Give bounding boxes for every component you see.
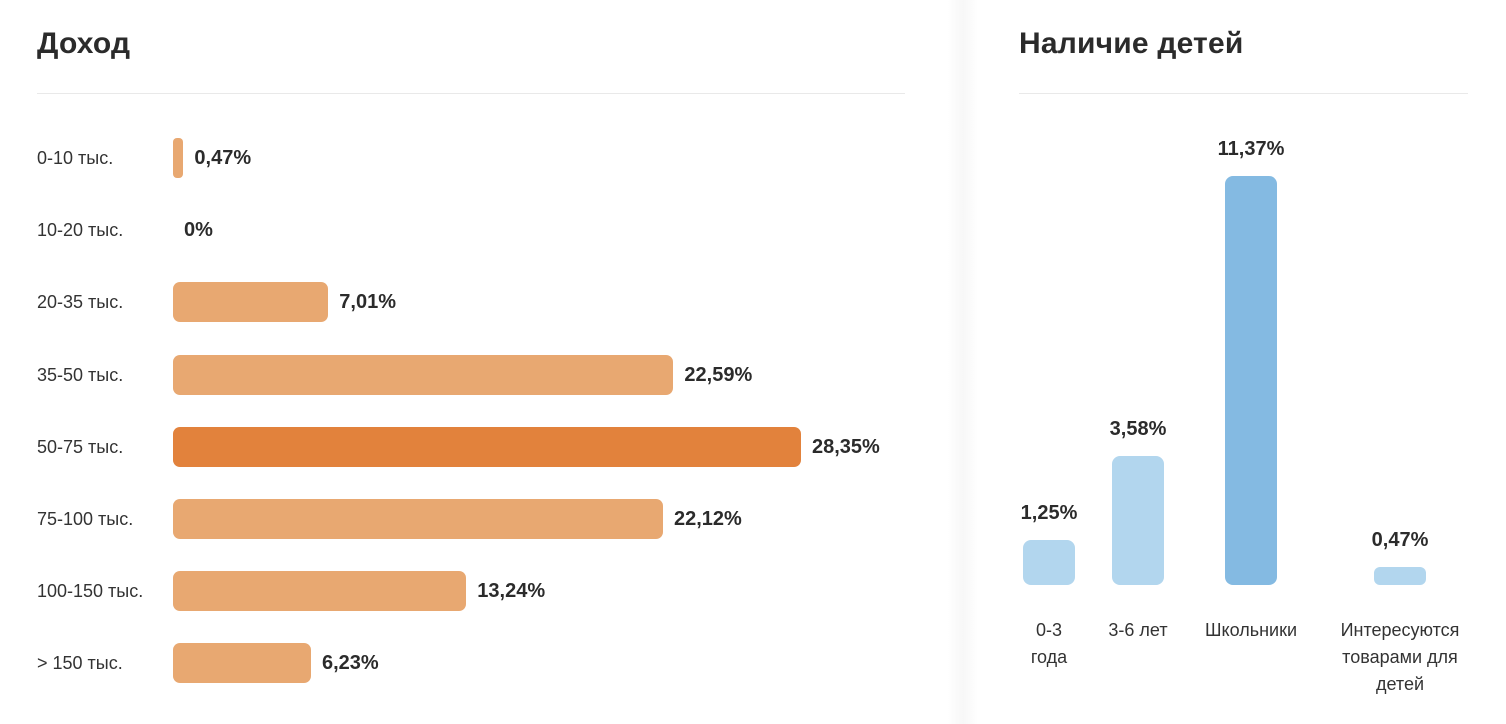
income-category-label: 35-50 тыс. [37, 364, 124, 385]
income-category-label: 10-20 тыс. [37, 220, 124, 241]
income-row: 100-150 тыс. 13,24% [0, 569, 948, 613]
income-bar [173, 138, 184, 178]
income-category-label: 0-10 тыс. [37, 148, 114, 168]
children-value-label: 0,47% [1371, 529, 1429, 551]
children-bar [1023, 540, 1075, 585]
income-divider [37, 93, 905, 94]
children-category-label: Интересуются товарами для детей [1340, 620, 1460, 694]
children-category-label: Школьники [1205, 620, 1297, 640]
children-title: Наличие детей [1019, 27, 1244, 60]
children-bar [1225, 176, 1277, 585]
income-value-label: 0,47% [194, 147, 252, 169]
income-row: > 150 тыс. 6,23% [0, 641, 948, 685]
income-category-label: 50-75 тыс. [37, 436, 124, 457]
children-bar [1374, 567, 1426, 585]
income-bar [173, 426, 801, 467]
income-value-label: 7,01% [339, 291, 396, 314]
income-bar [173, 282, 329, 323]
panel-separator [948, 0, 978, 724]
income-value-label: 22,12% [673, 508, 742, 530]
income-bar [173, 354, 674, 395]
income-category-label: 100-150 тыс. [37, 581, 144, 602]
children-category-label: 0-3 года [1030, 620, 1068, 667]
income-category-label: 20-35 тыс. [37, 292, 124, 313]
income-bar [173, 643, 311, 684]
children-value-label: 3,58% [1109, 418, 1167, 441]
income-value-label: 22,59% [684, 363, 753, 386]
children-category-label: 3-6 лет [1108, 620, 1168, 640]
income-row: 75-100 тыс. 22,12% [0, 497, 948, 541]
income-row: 0-10 тыс. 0,47% [0, 136, 948, 180]
income-value-label: 6,23% [322, 652, 379, 675]
income-value-label: 0% [184, 219, 213, 242]
income-bar [173, 499, 663, 539]
income-row: 10-20 тыс. 0% [0, 208, 948, 252]
income-bar [173, 571, 467, 612]
income-value-label: 28,35% [812, 435, 880, 458]
income-category-label: 75-100 тыс. [37, 509, 134, 529]
income-category-label: > 150 тыс. [37, 653, 123, 674]
income-value-label: 13,24% [477, 580, 546, 603]
children-divider [1019, 93, 1468, 94]
income-row: 50-75 тыс. 28,35% [0, 425, 948, 469]
income-title: Доход [37, 27, 131, 60]
income-row: 35-50 тыс. 22,59% [0, 353, 948, 397]
children-bar [1112, 456, 1164, 585]
children-value-label: 1,25% [1020, 502, 1078, 525]
income-row: 20-35 тыс. 7,01% [0, 280, 948, 324]
children-value-label: 11,37% [1217, 138, 1285, 160]
